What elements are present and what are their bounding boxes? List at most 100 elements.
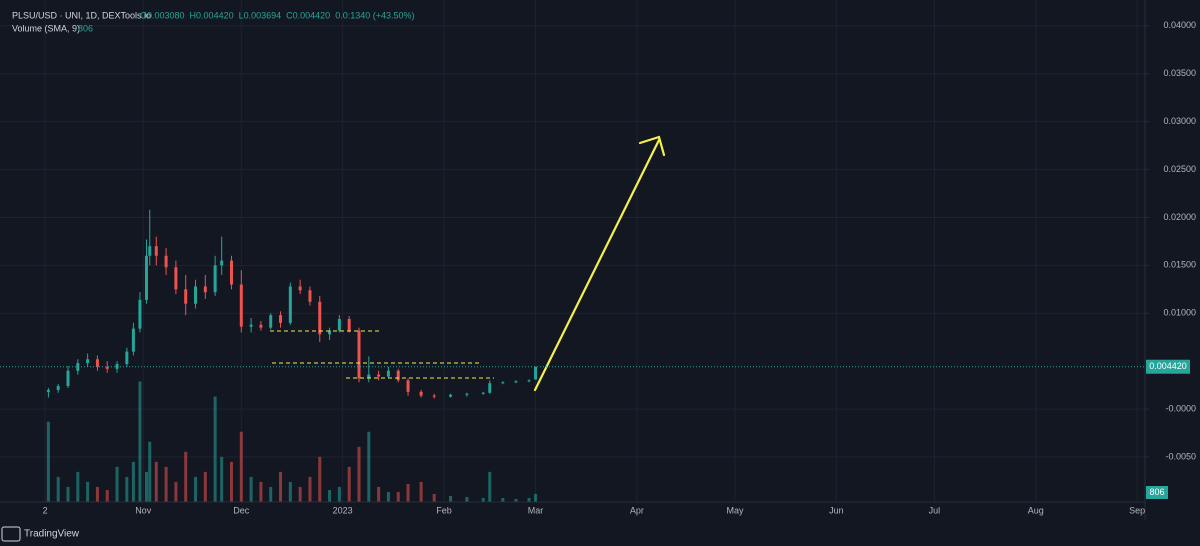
candle-body: [501, 382, 505, 384]
volume-bar: [501, 497, 505, 502]
volume-bar: [377, 486, 381, 502]
brand-logo: [1, 526, 21, 542]
volume-bar: [148, 441, 152, 502]
volume-bar: [154, 461, 158, 502]
candle-body: [66, 370, 70, 387]
volume-bar: [213, 396, 217, 502]
candle-body: [527, 380, 531, 382]
candle-body: [203, 286, 207, 293]
x-tick-label: Apr: [630, 505, 644, 515]
ohlc-value: 0.0:1340 (+43.50%): [335, 10, 414, 20]
candle-body: [279, 315, 283, 323]
volume-bar: [95, 486, 99, 502]
x-tick-label: Aug: [1028, 505, 1044, 515]
candle-body: [337, 319, 341, 331]
candle-body: [367, 374, 371, 379]
arrow-shaft: [533, 138, 661, 392]
candle-body: [46, 389, 50, 392]
ohlc-value: L0.003694: [239, 10, 282, 20]
candle-body: [534, 366, 538, 380]
x-tick-label: Nov: [135, 505, 152, 515]
volume-bar: [105, 489, 109, 502]
x-tick-label: 2023: [333, 505, 353, 515]
candle-body: [357, 330, 361, 379]
candle-body: [465, 393, 469, 395]
candle-body: [144, 255, 148, 300]
volume-bar: [86, 481, 90, 502]
candle-body: [174, 267, 178, 290]
candle-body: [347, 319, 351, 331]
candle-body: [76, 363, 80, 371]
candle-body: [288, 286, 292, 323]
candle-body: [56, 386, 60, 390]
volume-bar: [239, 431, 243, 502]
candle-body: [514, 381, 518, 383]
candle-body: [213, 265, 217, 293]
volume-bar: [386, 491, 390, 502]
volume-bar: [328, 489, 332, 502]
volume-bars: [46, 381, 538, 502]
y-tick-label: 0.03500: [1163, 68, 1196, 78]
candle-body: [154, 246, 158, 256]
volume-bar: [367, 431, 371, 502]
candle-body: [86, 359, 90, 364]
y-tick-label: -0.0000: [1165, 403, 1196, 413]
arrow: [533, 135, 666, 392]
x-tick-label: 2: [43, 505, 48, 515]
candle-body: [148, 246, 152, 256]
candle-body: [298, 286, 302, 291]
ohlc-value: O0.003080: [140, 10, 185, 20]
volume-bar: [66, 486, 70, 502]
volume-bar: [357, 446, 361, 502]
volume-bar: [220, 456, 224, 502]
candle-body: [239, 284, 243, 327]
volume-bar: [174, 481, 178, 502]
y-tick-label: 0.03000: [1163, 116, 1196, 126]
y-tick-label: 0.04000: [1163, 20, 1196, 30]
x-tick-label: Jul: [929, 505, 941, 515]
candle-body: [194, 286, 198, 304]
volume-bar: [318, 456, 322, 502]
candle-body: [481, 392, 485, 394]
volume-last-box: [1146, 486, 1168, 499]
candle-body: [377, 374, 381, 377]
candles: [46, 209, 538, 399]
y-tick-label: 0.01000: [1163, 308, 1196, 318]
volume-legend-value: 806: [78, 23, 93, 33]
candle-body: [125, 351, 129, 365]
x-tick-label: Feb: [436, 505, 452, 515]
volume-bar: [465, 496, 469, 502]
y-tick-label: 0.01500: [1163, 260, 1196, 270]
volume-bar: [298, 486, 302, 502]
candle-body: [488, 383, 492, 393]
candle-body: [220, 260, 224, 266]
volume-bar: [419, 481, 423, 502]
candle-body: [328, 330, 332, 335]
candle-body: [449, 394, 453, 397]
last-price-label: 0.004420: [1149, 361, 1187, 371]
candle-body: [95, 359, 99, 367]
volume-bar: [125, 476, 129, 502]
volume-bar: [138, 381, 142, 502]
volume-bar: [56, 476, 60, 502]
volume-bar: [76, 471, 80, 502]
axes: 0.04000 0.03500 0.03000 0.02500 0.02000 0.015…: [0, 20, 1196, 515]
volume-bar: [259, 481, 263, 502]
last-price-box: [1146, 359, 1190, 374]
volume-bar: [432, 493, 436, 502]
candle-body: [138, 299, 142, 329]
candle-body: [308, 290, 312, 302]
volume-bar: [144, 471, 148, 502]
volume-bar: [194, 476, 198, 502]
volume-bar: [481, 497, 485, 502]
candle-body: [419, 391, 423, 396]
x-tick-label: Dec: [233, 505, 250, 515]
ohlc-value: C0.004420: [286, 10, 330, 20]
volume-bar: [229, 461, 233, 502]
candle-body: [131, 328, 135, 352]
volume-bar: [449, 495, 453, 502]
volume-bar: [184, 451, 188, 502]
